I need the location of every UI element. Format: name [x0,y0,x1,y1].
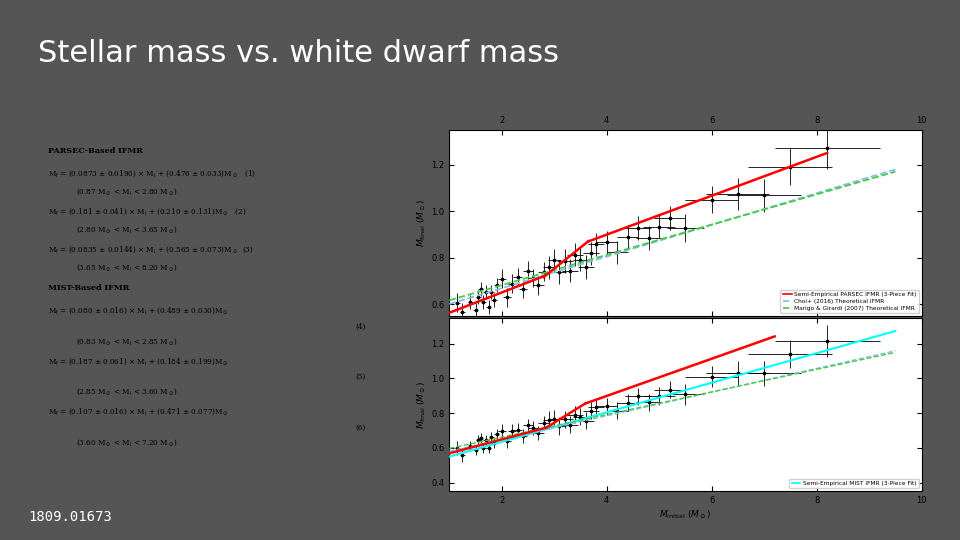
Text: (2.85 M$_\odot$ < M$_\mathrm{i}$ < 3.60 M$_\odot$): (2.85 M$_\odot$ < M$_\mathrm{i}$ < 3.60 … [76,387,179,397]
Text: (3.65 M$_\odot$ < M$_\mathrm{i}$ < 8.20 M$_\odot$): (3.65 M$_\odot$ < M$_\mathrm{i}$ < 8.20 … [76,262,179,273]
Text: (4): (4) [355,322,366,330]
Text: (3.60 M$_\odot$ < M$_\mathrm{i}$ < 7.20 M$_\odot$): (3.60 M$_\odot$ < M$_\mathrm{i}$ < 7.20 … [76,437,179,448]
Text: MIST-Based IFMR: MIST-Based IFMR [48,284,130,292]
Y-axis label: $M_{\rm final}$ ($M_\odot$): $M_{\rm final}$ ($M_\odot$) [416,199,428,247]
Text: (6): (6) [355,423,366,431]
X-axis label: $M_{\rm initial}$ ($M_\odot$): $M_{\rm initial}$ ($M_\odot$) [660,508,711,521]
Text: M$_\mathrm{f}$ = (0.080 $\pm$ 0.016) $\times$ M$_\mathrm{i}$ + (0.489 $\pm$ 0.03: M$_\mathrm{f}$ = (0.080 $\pm$ 0.016) $\t… [48,306,229,316]
Legend: Semi-Empirical MIST IFMR (3-Piece Fit): Semi-Empirical MIST IFMR (3-Piece Fit) [789,479,919,489]
Text: (2.80 M$_\odot$ < M$_\mathrm{i}$ < 3.65 M$_\odot$): (2.80 M$_\odot$ < M$_\mathrm{i}$ < 3.65 … [76,225,179,235]
Text: M$_\mathrm{f}$ = (0.181 $\pm$ 0.041) $\times$ M$_\mathrm{i}$ + (0.210 $\pm$ 0.13: M$_\mathrm{f}$ = (0.181 $\pm$ 0.041) $\t… [48,206,247,217]
Text: M$_\mathrm{f}$ = (0.107 $\pm$ 0.016) $\times$ M$_\mathrm{i}$ + (0.471 $\pm$ 0.07: M$_\mathrm{f}$ = (0.107 $\pm$ 0.016) $\t… [48,407,229,417]
Text: (0.83 M$_\odot$ < M$_\mathrm{i}$ < 2.85 M$_\odot$): (0.83 M$_\odot$ < M$_\mathrm{i}$ < 2.85 … [76,336,179,347]
Text: M$_\mathrm{f}$ = (0.0873 $\pm$ 0.0190) $\times$ M$_\mathrm{i}$ + (0.476 $\pm$ 0.: M$_\mathrm{f}$ = (0.0873 $\pm$ 0.0190) $… [48,168,256,179]
Y-axis label: $M_{\rm final}$ ($M_\odot$): $M_{\rm final}$ ($M_\odot$) [416,380,428,429]
Text: M$_\mathrm{f}$ = (0.0835 $\pm$ 0.0144) $\times$ M$_\mathrm{i}$ + (0.565 $\pm$ 0.: M$_\mathrm{f}$ = (0.0835 $\pm$ 0.0144) $… [48,244,254,255]
Text: (0.87 M$_\odot$ < M$_\mathrm{i}$ < 2.80 M$_\odot$): (0.87 M$_\odot$ < M$_\mathrm{i}$ < 2.80 … [76,187,179,197]
Text: Stellar mass vs. white dwarf mass: Stellar mass vs. white dwarf mass [38,39,560,68]
Text: (5): (5) [355,373,366,381]
Text: 1809.01673: 1809.01673 [29,510,112,524]
Text: M$_\mathrm{f}$ = (0.187 $\pm$ 0.061) $\times$ M$_\mathrm{i}$ + (0.184 $\pm$ 0.19: M$_\mathrm{f}$ = (0.187 $\pm$ 0.061) $\t… [48,356,229,367]
Text: PARSEC-Based IFMR: PARSEC-Based IFMR [48,147,143,155]
Legend: Semi-Empirical PARSEC IFMR (3-Piece Fit), Choi+ (2016) Theoretical IFMR, Marigo : Semi-Empirical PARSEC IFMR (3-Piece Fit)… [780,289,919,313]
